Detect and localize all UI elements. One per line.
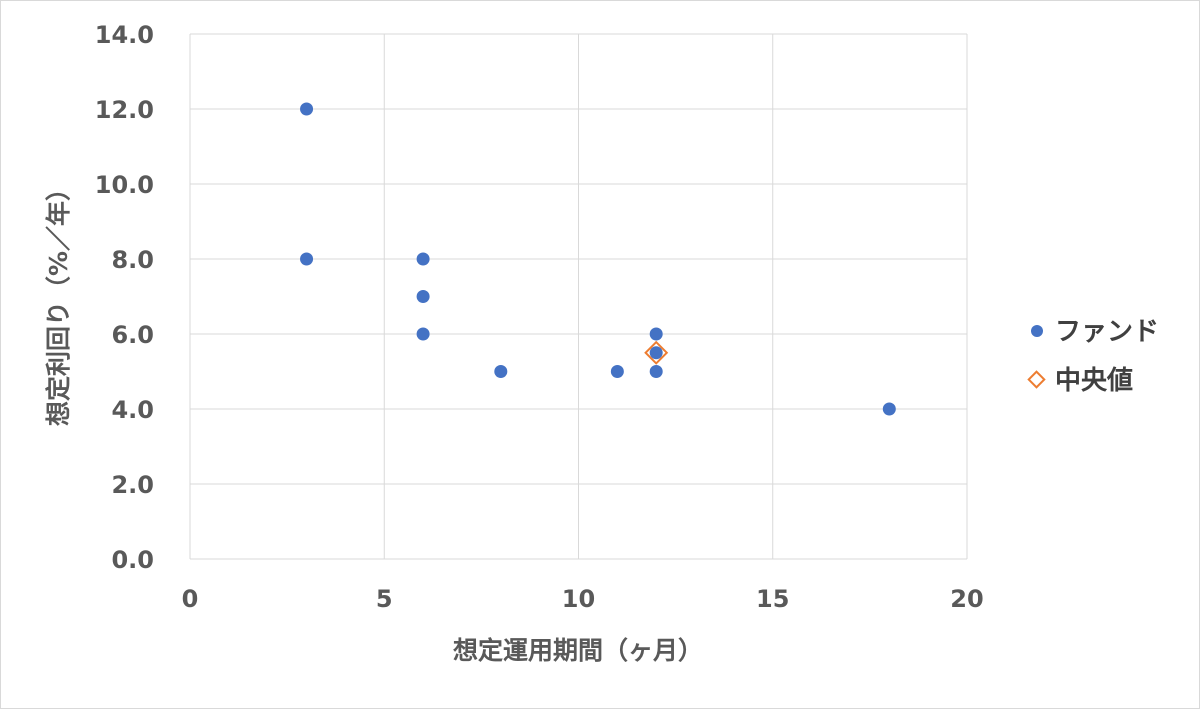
x-tick-label: 15	[756, 585, 789, 613]
legend-marker-fund	[1031, 325, 1043, 337]
legend-label-median: 中央値	[1055, 366, 1133, 396]
fund-point	[649, 346, 663, 360]
x-tick-label: 10	[562, 585, 595, 613]
fund-point	[416, 290, 430, 303]
y-tick-label: 8.0	[111, 246, 154, 274]
data-points	[300, 102, 896, 416]
fund-point	[649, 365, 663, 378]
fund-point	[882, 402, 896, 416]
y-tick-label: 6.0	[111, 321, 154, 349]
fund-point	[494, 365, 508, 378]
y-tick-label: 4.0	[111, 396, 154, 424]
x-axis-title: 想定運用期間（ヶ月）	[453, 636, 703, 665]
y-tick-label: 14.0	[95, 21, 154, 49]
y-tick-label: 12.0	[95, 96, 154, 124]
x-tick-label: 5	[376, 585, 393, 613]
y-tick-label: 2.0	[111, 471, 154, 499]
x-axis-tick-labels: 0 5 10 15 20	[182, 585, 984, 613]
legend-marker-median	[1027, 370, 1046, 389]
fund-point	[300, 102, 314, 116]
y-tick-label: 10.0	[95, 171, 154, 199]
fund-point	[649, 327, 663, 341]
y-tick-label: 0.0	[111, 546, 154, 574]
legend: ファンド 中央値	[1027, 317, 1159, 396]
x-tick-label: 0	[182, 585, 199, 613]
fund-point	[416, 327, 430, 341]
fund-point	[610, 365, 624, 378]
fund-point	[416, 252, 430, 266]
vertical-gridlines	[189, 34, 968, 559]
median-point	[644, 340, 669, 365]
legend-label-fund: ファンド	[1055, 317, 1159, 347]
y-axis-tick-labels: 0.0 2.0 4.0 6.0 8.0 10.0 12.0 14.0	[95, 21, 154, 574]
fund-point	[300, 252, 314, 266]
y-axis-title: 想定利回り（%／年）	[44, 176, 73, 426]
x-tick-label: 20	[950, 585, 983, 613]
horizontal-gridlines	[190, 33, 967, 560]
